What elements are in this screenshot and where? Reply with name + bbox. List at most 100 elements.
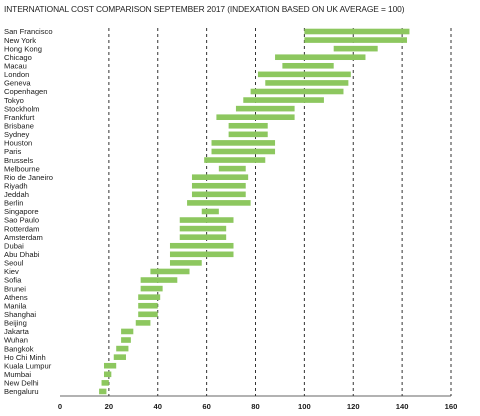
bar-new-delhi (101, 380, 109, 386)
bar-melbourne (218, 165, 246, 172)
bar-jakarta (121, 328, 134, 335)
city-label: Chicago (4, 53, 32, 62)
city-label: Macau (4, 61, 27, 70)
x-tick-label: 60 (202, 402, 210, 411)
bar-jeddah (191, 191, 246, 198)
city-label: Jeddah (4, 190, 29, 199)
bar-kiev (150, 268, 190, 275)
city-label: Kuala Lumpur (4, 361, 52, 370)
city-label: Shanghai (4, 310, 36, 319)
bar-bangkok (116, 345, 129, 352)
city-label: Seoul (4, 259, 24, 268)
bar-berlin (187, 200, 251, 206)
city-label: Tokyo (4, 96, 24, 105)
bar-brussels (204, 157, 266, 163)
bar-stockholm (235, 105, 295, 112)
bar-dubai (169, 242, 234, 249)
bar-bengaluru (99, 388, 107, 395)
x-tick-label: 100 (298, 402, 311, 411)
city-label: Kiev (4, 267, 19, 276)
bar-geneva (265, 80, 349, 86)
city-label: Sao Paulo (4, 216, 39, 225)
bar-houston (211, 140, 276, 146)
bar-seoul (169, 260, 202, 266)
bar-sao-paulo (179, 217, 234, 223)
city-label: Hong Kong (4, 44, 42, 53)
city-label: New York (4, 36, 36, 45)
city-label: London (4, 70, 29, 79)
bar-kuala-lumpur (103, 362, 117, 369)
bar-manila (138, 302, 158, 309)
bar-amsterdam (179, 234, 227, 240)
x-tick-label: 140 (396, 402, 409, 411)
city-label: Bangkok (4, 344, 34, 353)
city-label: Sofia (4, 276, 22, 285)
x-tick-label: 160 (445, 402, 458, 411)
city-label: Stockholm (4, 104, 39, 113)
city-label: Rotterdam (4, 224, 39, 233)
x-axis-ticks: 0 20 40 60 80 100 120 140 160 (58, 402, 457, 411)
city-label: Brisbane (4, 121, 34, 130)
bar-sydney (228, 131, 268, 138)
bar-new-york (304, 37, 408, 43)
city-label: Berlin (4, 199, 23, 208)
city-label: Mumbai (4, 370, 31, 379)
city-label: Wuhan (4, 336, 28, 345)
x-tick-label: 80 (251, 402, 259, 411)
bars (99, 28, 410, 395)
bar-chicago (275, 54, 366, 61)
x-tick-label: 20 (105, 402, 113, 411)
bar-tokyo (243, 97, 324, 103)
city-label: Brunei (4, 284, 26, 293)
bar-brunei (140, 285, 163, 292)
bar-frankfurt (216, 114, 295, 120)
bar-london (257, 71, 351, 78)
city-label: New Delhi (4, 379, 39, 388)
bar-sofia (140, 277, 178, 283)
city-label: Manila (4, 301, 27, 310)
city-label: Amsterdam (4, 233, 43, 242)
city-label: Riyadh (4, 181, 28, 190)
city-label: Copenhagen (4, 87, 48, 96)
city-label: Brussels (4, 156, 33, 165)
bar-san-francisco (304, 28, 410, 35)
city-label: Houston (4, 139, 32, 148)
city-label: Ho Chi Minh (4, 353, 46, 362)
bar-hong-kong (333, 45, 378, 52)
bar-shanghai (138, 311, 158, 318)
city-label: San Francisco (4, 27, 53, 36)
bar-wuhan (121, 337, 131, 343)
city-label: Abu Dhabi (4, 250, 40, 259)
bar-paris (211, 148, 276, 155)
chart-title: INTERNATIONAL COST COMPARISON SEPTEMBER … (4, 4, 405, 14)
x-tick-label: 40 (154, 402, 162, 411)
city-label: Frankfurt (4, 113, 35, 122)
bar-macau (282, 62, 334, 69)
city-label: Singapore (4, 207, 39, 216)
x-tick-label: 120 (347, 402, 360, 411)
city-label: Melbourne (4, 164, 40, 173)
city-label: Athens (4, 293, 28, 302)
bar-copenhagen (250, 88, 344, 95)
city-label: Jakarta (4, 327, 30, 336)
city-label: Rio de Janeiro (4, 173, 53, 182)
city-label: Dubai (4, 241, 24, 250)
city-label: Geneva (4, 79, 31, 88)
bar-beijing (135, 320, 151, 326)
bar-abu-dhabi (169, 251, 234, 258)
city-label: Paris (4, 147, 22, 156)
city-label: Bengaluru (4, 387, 39, 396)
x-tick-label: 0 (58, 402, 62, 411)
bar-brisbane (228, 122, 268, 129)
gridlines (60, 28, 452, 397)
bar-mumbai (103, 371, 112, 378)
bar-rio-de-janeiro (191, 174, 249, 180)
bar-athens (138, 294, 161, 300)
bar-rotterdam (179, 225, 227, 232)
city-label: Beijing (4, 319, 27, 328)
city-label: Sydney (4, 130, 30, 139)
bar-ho-chi-minh (113, 354, 126, 360)
bar-riyadh (191, 182, 246, 189)
